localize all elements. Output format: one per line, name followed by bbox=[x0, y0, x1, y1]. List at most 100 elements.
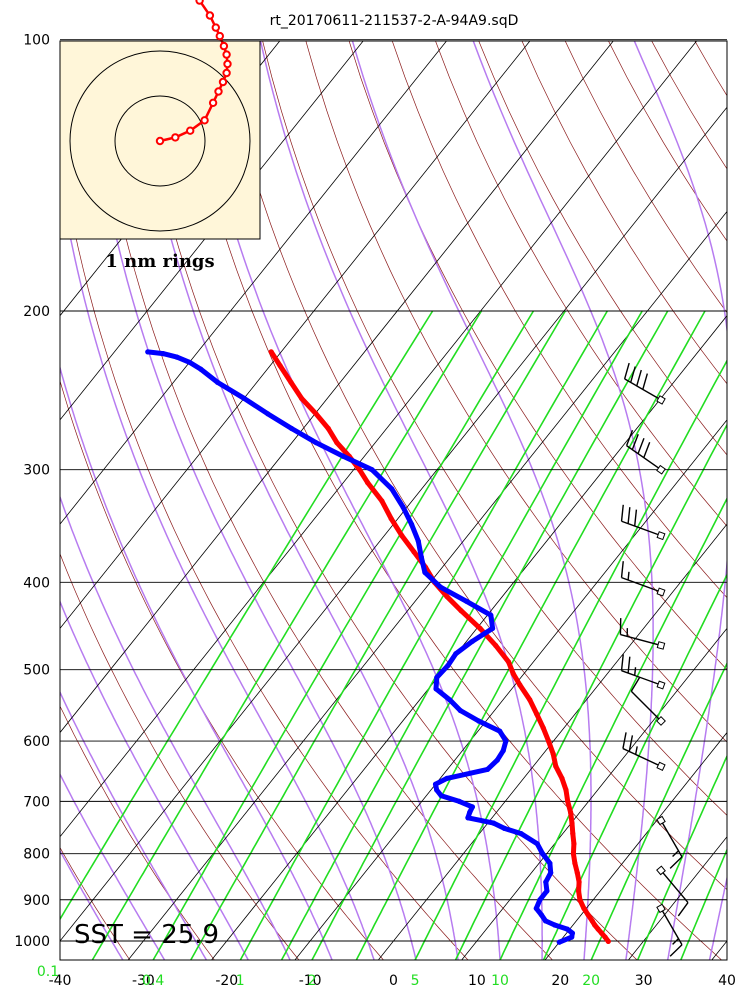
temperature-point bbox=[379, 498, 385, 504]
wind-barb-half-flag bbox=[672, 850, 679, 858]
wind-barb-flag bbox=[620, 654, 624, 671]
hodograph-point bbox=[211, 23, 221, 32]
temperature-point bbox=[559, 775, 565, 782]
temperature-point bbox=[288, 379, 294, 385]
wind-barb-staff bbox=[630, 690, 662, 722]
isotherm-line bbox=[60, 41, 531, 629]
dewpoint-point bbox=[469, 804, 475, 810]
dewpoint-point bbox=[409, 521, 415, 528]
dry-adiabat-line bbox=[262, 41, 727, 816]
wind-barb-station bbox=[656, 716, 666, 726]
temperature-point bbox=[550, 751, 556, 757]
temperature-point bbox=[565, 798, 571, 805]
dewpoint-point bbox=[186, 359, 193, 365]
dewpoint-point bbox=[556, 939, 562, 945]
pressure-tick-label: 700 bbox=[23, 794, 50, 810]
isotherm-line bbox=[60, 41, 698, 838]
dewpoint-point bbox=[540, 851, 546, 857]
mixing-ratio-line bbox=[239, 310, 608, 960]
dewpoint-point bbox=[447, 697, 453, 703]
hodograph-point bbox=[186, 126, 195, 135]
dewpoint-point bbox=[434, 787, 440, 793]
wind-barb-flag bbox=[622, 732, 627, 749]
temperature-point bbox=[576, 879, 582, 885]
wind-barb-flag bbox=[633, 509, 638, 527]
chart-title: rt_20170611-211537-2-A-94A9.sqD bbox=[269, 13, 519, 29]
wind-barbs bbox=[619, 362, 689, 957]
dewpoint-point bbox=[467, 809, 473, 816]
temperature-point bbox=[505, 659, 512, 665]
dewpoint-point bbox=[542, 918, 549, 924]
dewpoint-point bbox=[444, 775, 450, 782]
hodograph-label: 1 nm rings bbox=[105, 251, 214, 272]
wind-barb-half-flag bbox=[672, 938, 679, 945]
dewpoint-point bbox=[544, 888, 550, 894]
mixing-ratio-line bbox=[542, 573, 727, 960]
sounding-series bbox=[145, 349, 611, 945]
wind-barb-flag bbox=[623, 362, 630, 380]
wind-barb-flag bbox=[630, 366, 636, 383]
isotherm-line bbox=[60, 41, 448, 525]
wind-barb-station bbox=[656, 395, 666, 405]
mixing-ratio-line bbox=[280, 310, 643, 960]
wind-barb-staff bbox=[660, 869, 689, 904]
dewpoint-point bbox=[438, 584, 444, 590]
temperature-point bbox=[399, 533, 405, 539]
wind-barb-flag bbox=[627, 656, 631, 674]
isotherm-line bbox=[211, 315, 727, 960]
dewpoint-point bbox=[241, 395, 247, 401]
temperature-point bbox=[585, 912, 591, 918]
wind-barb-flag bbox=[625, 429, 634, 446]
mixing-ratio-line bbox=[590, 661, 727, 960]
wind-barb bbox=[656, 815, 683, 869]
wind-barb-station bbox=[656, 761, 666, 771]
wind-barb-half-flag bbox=[634, 746, 638, 755]
dewpoint-point bbox=[497, 728, 503, 734]
hodograph-ring bbox=[69, 50, 251, 232]
temperature-point bbox=[553, 763, 559, 769]
dewpoint-point bbox=[488, 612, 494, 618]
temperature-point bbox=[570, 851, 577, 857]
wind-barb-station bbox=[656, 865, 666, 876]
temperature-tick-label: 20 bbox=[551, 973, 569, 989]
temperature-point bbox=[599, 930, 605, 936]
dewpoint-point bbox=[289, 425, 295, 432]
dewpoint-point bbox=[457, 707, 463, 714]
mixing-ratio-line bbox=[91, 310, 483, 960]
dewpoint-point bbox=[174, 354, 180, 360]
mixing-ratio-label: 10 bbox=[491, 973, 509, 989]
wind-barb-staff bbox=[660, 820, 683, 858]
wind-barb-flag bbox=[637, 438, 645, 454]
temperature-point bbox=[517, 682, 523, 688]
wind-barb-staff bbox=[621, 520, 662, 537]
wind-barb bbox=[623, 362, 666, 405]
temperature-tick-labels: -40 -30 -20 -10 0 10 20 30 40 bbox=[49, 973, 736, 989]
dewpoint-point bbox=[456, 798, 462, 805]
dewpoint-point bbox=[313, 440, 319, 446]
mixing-ratio-line bbox=[311, 310, 669, 960]
temperature-point bbox=[298, 395, 305, 401]
isobars bbox=[60, 39, 727, 942]
pressure-tick-label: 100 bbox=[23, 33, 50, 49]
temperature-point bbox=[444, 594, 450, 600]
wind-barb bbox=[630, 676, 666, 726]
hodograph-point bbox=[215, 31, 225, 41]
dewpoint-point bbox=[569, 934, 575, 940]
dry-adiabat-line bbox=[478, 41, 727, 456]
temperature-tick-label: -30 bbox=[132, 973, 155, 989]
mixing-ratio-line bbox=[499, 496, 727, 960]
dewpoint-point bbox=[534, 841, 540, 847]
dewpoint-point bbox=[465, 815, 471, 821]
pressure-tick-label: 300 bbox=[23, 463, 50, 479]
wind-barb-staff bbox=[621, 670, 662, 686]
wind-barb bbox=[619, 618, 666, 650]
dewpoint-point bbox=[160, 351, 166, 357]
isotherm-line bbox=[60, 41, 614, 734]
sst-label: SST = 25.9 bbox=[74, 920, 219, 950]
temperature-point bbox=[493, 642, 499, 649]
wind-barb-station bbox=[656, 464, 666, 475]
wind-barb-staff bbox=[621, 576, 662, 593]
wind-barb-staff bbox=[660, 908, 683, 946]
wind-barb-station bbox=[656, 641, 666, 650]
